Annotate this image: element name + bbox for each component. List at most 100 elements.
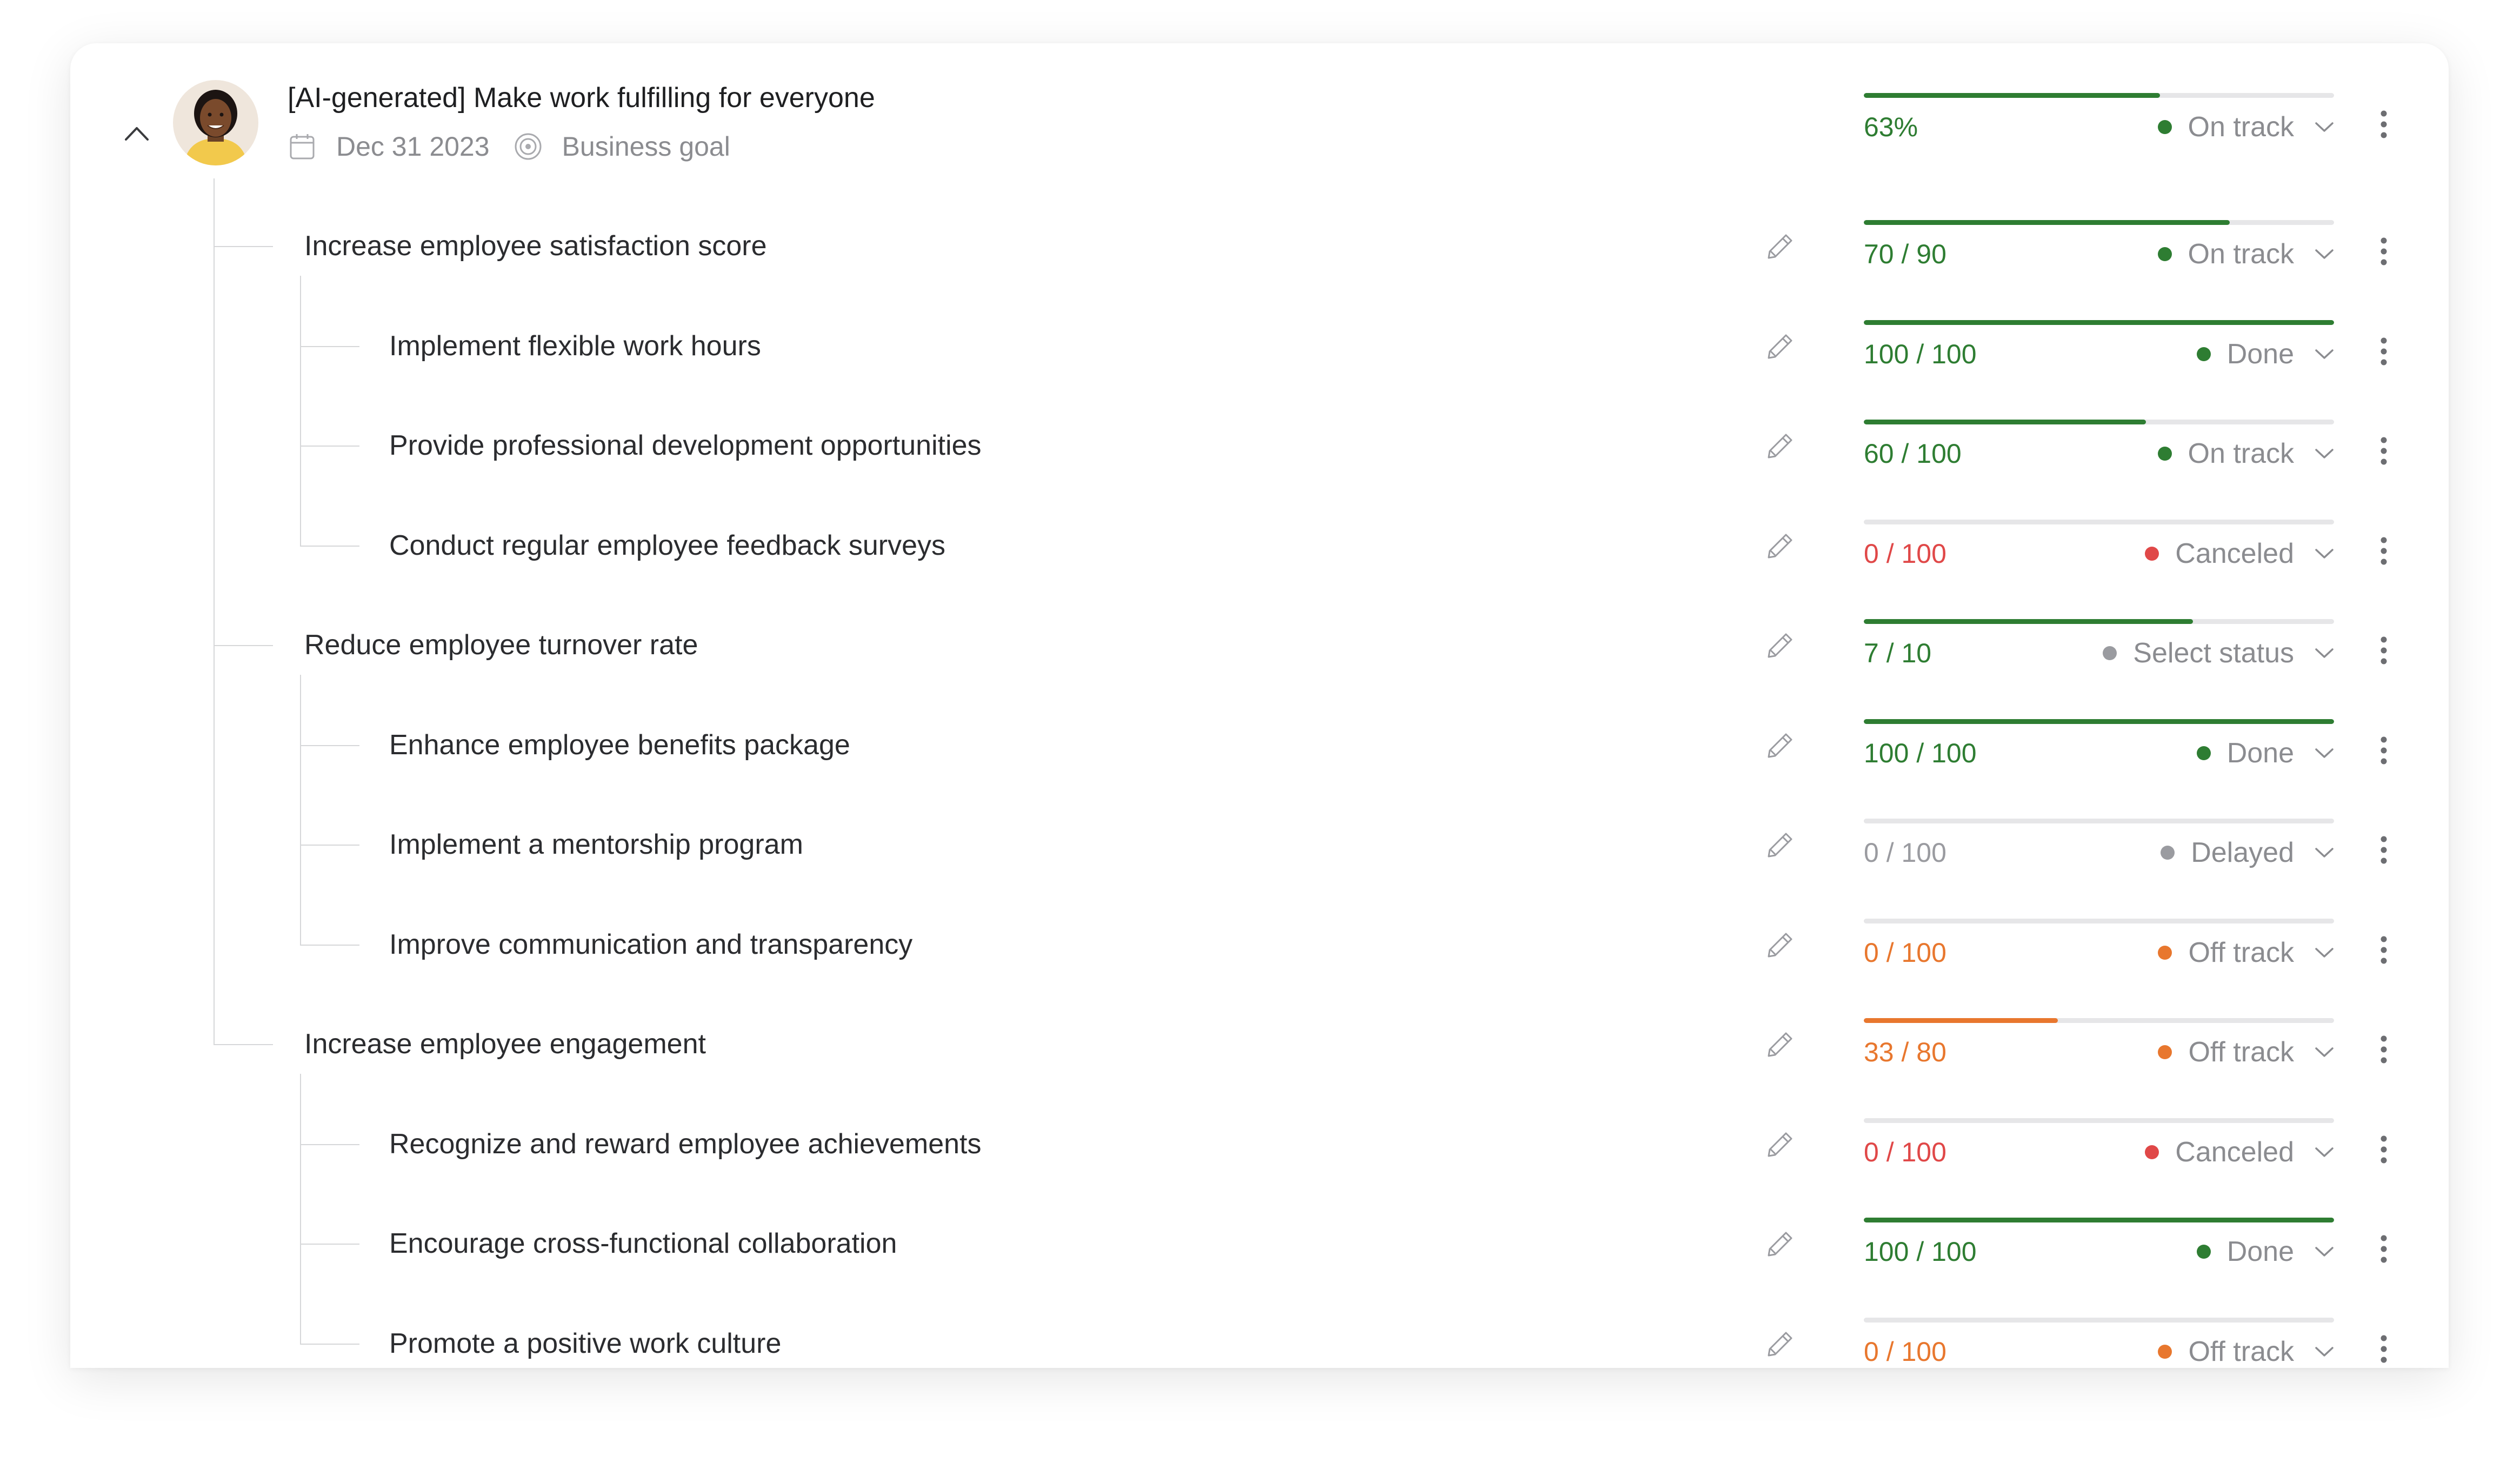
more-options-icon[interactable]	[2368, 928, 2400, 972]
more-options-icon[interactable]	[2368, 1227, 2400, 1271]
progress-fill	[1864, 1018, 2058, 1023]
key-result-row[interactable]: Provide professional development opportu…	[70, 408, 2449, 483]
chevron-down-icon	[2314, 343, 2335, 365]
key-result-row[interactable]: Reduce employee turnover rate 7 / 10 Selec…	[70, 607, 2449, 683]
key-result-row[interactable]: Implement a mentorship program 0 / 100 Del…	[70, 807, 2449, 882]
key-result-row[interactable]: Implement flexible work hours 100 / 100 Do…	[70, 308, 2449, 384]
pencil-icon[interactable]	[1762, 1226, 1798, 1262]
pencil-icon[interactable]	[1762, 628, 1798, 663]
status-dropdown[interactable]: Done	[2196, 735, 2335, 771]
tree-connector	[214, 1044, 273, 1045]
pencil-icon[interactable]	[1762, 1027, 1798, 1062]
status-dot	[2161, 846, 2175, 860]
key-result-row[interactable]: Enhance employee benefits package 100 / 1…	[70, 707, 2449, 783]
more-options-icon[interactable]	[2368, 1128, 2400, 1171]
key-result-title[interactable]: Increase employee satisfaction score	[304, 230, 767, 262]
key-result-title[interactable]: Recognize and reward employee achievemen…	[389, 1128, 982, 1160]
key-result-row[interactable]: Promote a positive work culture 0 / 100 Of…	[70, 1306, 2449, 1368]
more-options-icon[interactable]	[2368, 529, 2400, 573]
goal-meta: Dec 31 2023 Business goal	[288, 128, 730, 165]
tree-connector	[300, 1343, 359, 1345]
pencil-icon[interactable]	[1762, 827, 1798, 863]
calendar-icon	[288, 132, 317, 161]
goal-type-label[interactable]: Business goal	[562, 131, 730, 162]
status-dot	[2157, 447, 2172, 461]
pencil-icon[interactable]	[1762, 1127, 1798, 1162]
progress-bar	[1864, 918, 2334, 923]
tree-connector	[300, 944, 359, 946]
progress-bar	[1864, 320, 2334, 325]
key-result-title[interactable]: Provide professional development opportu…	[389, 430, 982, 461]
status-dropdown[interactable]: On track	[2157, 436, 2336, 471]
goal-status-dropdown[interactable]: On track	[2157, 109, 2336, 145]
status-dropdown[interactable]: Off track	[2158, 935, 2335, 971]
chevron-down-icon	[2314, 1341, 2335, 1363]
key-result-row[interactable]: Improve communication and transparency 0 …	[70, 907, 2449, 982]
key-result-title[interactable]: Promote a positive work culture	[389, 1327, 782, 1359]
status-dot	[2158, 945, 2172, 960]
progress-text: 100 / 100	[1864, 1237, 1977, 1267]
pencil-icon[interactable]	[1762, 528, 1798, 564]
tree-connector	[300, 446, 359, 447]
progress-text: 100 / 100	[1864, 737, 1977, 768]
goal-title[interactable]: [AI-generated] Make work fulfilling for …	[288, 82, 875, 114]
status-dropdown[interactable]: Canceled	[2145, 1134, 2335, 1170]
more-options-icon[interactable]	[2368, 729, 2400, 772]
key-result-title[interactable]: Conduct regular employee feedback survey…	[389, 529, 946, 561]
status-dropdown[interactable]: Delayed	[2161, 835, 2335, 870]
more-options-icon[interactable]	[2368, 429, 2400, 473]
status-dot	[2145, 546, 2159, 561]
progress-text: 60 / 100	[1864, 438, 1962, 469]
status-dropdown[interactable]: Off track	[2158, 1034, 2335, 1070]
key-result-title[interactable]: Improve communication and transparency	[389, 928, 913, 960]
chevron-down-icon	[2314, 842, 2335, 863]
status-label: Canceled	[2175, 1136, 2294, 1168]
key-result-title[interactable]: Increase employee engagement	[304, 1028, 706, 1060]
status-dropdown[interactable]: On track	[2157, 236, 2336, 272]
progress-text: 33 / 80	[1864, 1037, 1946, 1067]
key-result-title[interactable]: Encourage cross-functional collaboration	[389, 1228, 897, 1259]
pencil-icon[interactable]	[1762, 428, 1798, 464]
tree-connector	[300, 1074, 301, 1344]
key-result-row[interactable]: Increase employee engagement 33 / 80 Off t…	[70, 1006, 2449, 1082]
goal-due-date[interactable]: Dec 31 2023	[336, 131, 490, 162]
key-result-row[interactable]: Conduct regular employee feedback survey…	[70, 508, 2449, 583]
progress-bar	[1864, 1317, 2334, 1323]
key-result-title[interactable]: Implement flexible work hours	[389, 330, 761, 362]
collapse-chevron-up-icon[interactable]	[115, 112, 158, 155]
key-result-title[interactable]: Implement a mentorship program	[389, 829, 803, 860]
status-dot	[2158, 1344, 2172, 1359]
status-dropdown[interactable]: Canceled	[2145, 536, 2335, 571]
pencil-icon[interactable]	[1762, 728, 1798, 763]
key-result-row[interactable]: Encourage cross-functional collaboration…	[70, 1206, 2449, 1281]
status-dropdown[interactable]: Select status	[2103, 635, 2335, 671]
more-options-icon[interactable]	[2368, 230, 2400, 273]
status-dropdown[interactable]: Done	[2196, 336, 2335, 372]
status-dot	[2196, 746, 2211, 760]
status-dot	[2103, 646, 2117, 660]
status-dropdown[interactable]: Done	[2196, 1234, 2335, 1270]
more-options-icon[interactable]	[2368, 629, 2400, 672]
status-label: Off track	[2188, 1335, 2294, 1367]
chevron-down-icon	[2314, 443, 2335, 464]
pencil-icon[interactable]	[1762, 229, 1798, 264]
progress-text: 7 / 10	[1864, 638, 1932, 668]
pencil-icon[interactable]	[1762, 1326, 1798, 1362]
avatar[interactable]	[173, 80, 258, 165]
more-options-icon[interactable]	[2368, 828, 2400, 872]
pencil-icon[interactable]	[1762, 927, 1798, 963]
key-result-row[interactable]: Increase employee satisfaction score 70 /…	[70, 208, 2449, 284]
key-result-row[interactable]: Recognize and reward employee achievemen…	[70, 1106, 2449, 1182]
goal-card: [AI-generated] Make work fulfilling for …	[70, 43, 2449, 1368]
more-options-icon[interactable]	[2368, 1028, 2400, 1071]
more-options-icon[interactable]	[2368, 103, 2400, 146]
more-options-icon[interactable]	[2368, 330, 2400, 373]
tree-connector	[300, 675, 301, 945]
key-result-title[interactable]: Reduce employee turnover rate	[304, 629, 698, 661]
key-result-title[interactable]: Enhance employee benefits package	[389, 729, 850, 761]
status-dot	[2157, 247, 2172, 261]
pencil-icon[interactable]	[1762, 329, 1798, 364]
more-options-icon[interactable]	[2368, 1327, 2400, 1368]
progress-text: 100 / 100	[1864, 338, 1977, 369]
status-dropdown[interactable]: Off track	[2158, 1334, 2335, 1368]
